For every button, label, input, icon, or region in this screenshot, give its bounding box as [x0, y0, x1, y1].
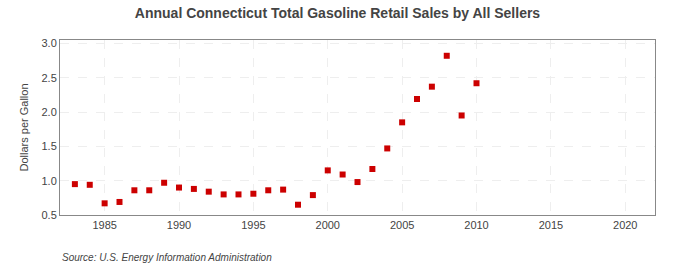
svg-text:1.0: 1.0 [42, 175, 57, 187]
svg-text:1.5: 1.5 [42, 140, 57, 152]
svg-text:1995: 1995 [241, 219, 265, 231]
svg-text:0.5: 0.5 [42, 209, 57, 221]
svg-text:2.5: 2.5 [42, 72, 57, 84]
svg-text:2010: 2010 [464, 219, 488, 231]
svg-text:Source: U.S. Energy Informatio: Source: U.S. Energy Information Administ… [62, 252, 272, 263]
svg-text:3.0: 3.0 [42, 37, 57, 49]
svg-text:Annual Connecticut Total Gasol: Annual Connecticut Total Gasoline Retail… [135, 5, 541, 21]
svg-text:1985: 1985 [92, 219, 116, 231]
svg-text:2000: 2000 [316, 219, 340, 231]
svg-text:2020: 2020 [613, 219, 637, 231]
svg-text:2.0: 2.0 [42, 106, 57, 118]
svg-text:1990: 1990 [167, 219, 191, 231]
svg-text:Dollars per Gallon: Dollars per Gallon [18, 83, 30, 171]
svg-text:2005: 2005 [390, 219, 414, 231]
svg-text:2015: 2015 [539, 219, 563, 231]
